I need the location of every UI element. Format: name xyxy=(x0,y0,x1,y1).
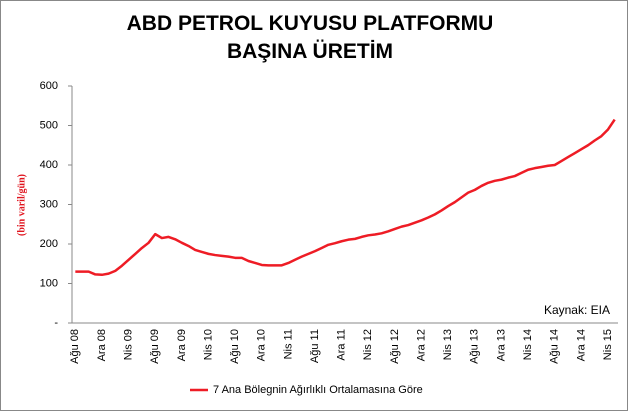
x-tick-label: Nis 11 xyxy=(282,329,294,359)
x-tick-label: Ağu 13 xyxy=(469,329,481,364)
y-tick-label: 500 xyxy=(40,119,58,131)
x-tick-label: Ağu 11 xyxy=(309,329,321,363)
x-tick-label: Ara 12 xyxy=(415,329,427,361)
x-tick-label: Ağu 08 xyxy=(69,329,81,364)
y-tick-label: - xyxy=(54,317,58,329)
x-tick-label: Ara 09 xyxy=(176,329,188,361)
x-tick-label: Nis 12 xyxy=(362,329,374,360)
x-tick-label: Nis 14 xyxy=(522,329,534,360)
legend-label: 7 Ana Bölegnin Ağırlıklı Ortalamasına Gö… xyxy=(213,384,423,396)
x-tick-label: Ara 10 xyxy=(256,329,268,361)
x-tick-label: Ağu 12 xyxy=(389,329,401,364)
x-tick-label: Nis 15 xyxy=(602,329,614,360)
x-tick-label: Ara 08 xyxy=(96,329,108,361)
y-tick-label: 300 xyxy=(40,198,58,210)
x-tick-label: Nis 09 xyxy=(123,329,135,360)
y-axis-label: (bin varil/gün) xyxy=(16,174,27,236)
x-tick-label: Nis 13 xyxy=(442,329,454,360)
y-tick-label: 100 xyxy=(40,277,58,289)
x-tick-label: Ara 13 xyxy=(495,329,507,361)
x-tick-label: Ara 14 xyxy=(575,329,587,361)
x-tick-label: Ara 11 xyxy=(336,329,348,361)
x-tick-label: Ağu 09 xyxy=(149,329,161,364)
x-tick-label: Ağu 10 xyxy=(229,329,241,364)
x-tick-label: Ağu 14 xyxy=(549,329,561,364)
annotation: Kaynak: EIA xyxy=(544,303,610,317)
y-tick-label: 400 xyxy=(40,159,58,171)
x-tick-label: Nis 10 xyxy=(202,329,214,360)
line-series xyxy=(75,118,616,277)
chart-title: ABD PETROL KUYUSU PLATFORMU BAŞINA ÜRETİ… xyxy=(126,12,494,63)
y-tick-label: 200 xyxy=(40,238,58,250)
y-tick-label: 600 xyxy=(40,80,58,92)
